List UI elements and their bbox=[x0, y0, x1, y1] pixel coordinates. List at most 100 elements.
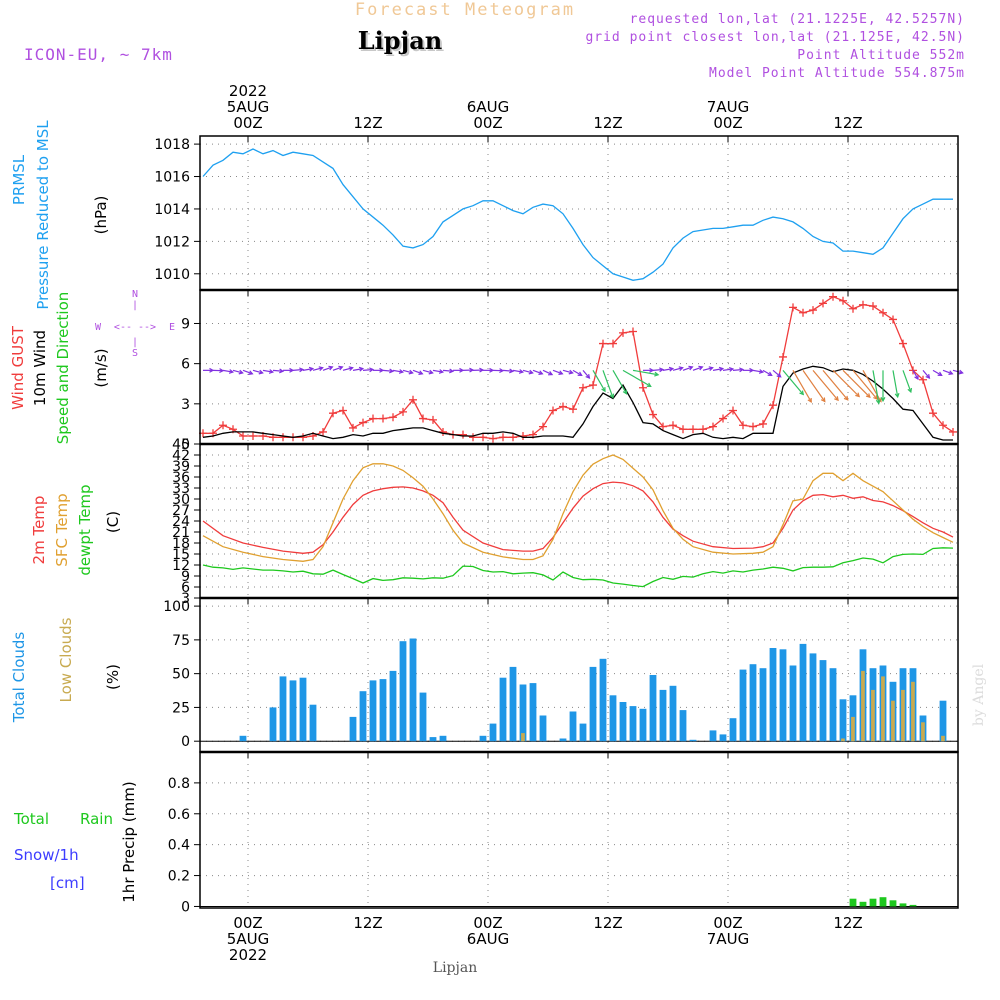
wind-arrow-head bbox=[894, 392, 900, 399]
wind-arrow bbox=[242, 369, 254, 375]
bar-low-clouds bbox=[881, 676, 885, 742]
bar-total-clouds bbox=[269, 707, 277, 742]
bar-total-clouds bbox=[309, 704, 317, 742]
gust-marker bbox=[949, 427, 957, 436]
gust-marker bbox=[249, 431, 257, 440]
wind-arrow bbox=[392, 369, 405, 374]
y-tick-label: 9 bbox=[181, 316, 190, 332]
wind-arrow-shaft bbox=[562, 369, 573, 374]
bar-total-clouds bbox=[769, 648, 777, 742]
wind-arrow-shaft bbox=[322, 366, 333, 371]
bottom-time-label: 5AUG bbox=[227, 930, 269, 948]
wind-arrow-head bbox=[348, 366, 354, 371]
wind-arrow-head bbox=[820, 397, 826, 403]
wind-arrow-head bbox=[509, 368, 515, 374]
wind-arrow-shaft bbox=[402, 369, 413, 374]
wind-arrow bbox=[842, 369, 871, 399]
wind-arrow-shaft bbox=[872, 370, 880, 404]
wind-arrow-head bbox=[843, 395, 849, 401]
wind-arrow-shaft bbox=[682, 366, 693, 371]
bar-total-clouds bbox=[739, 669, 747, 742]
wind-arrow bbox=[552, 369, 564, 375]
gust-marker bbox=[779, 352, 787, 361]
temp-dewpt-label: dewpt Temp bbox=[76, 484, 94, 575]
y-tick-label: 1018 bbox=[154, 137, 190, 153]
bar-low-clouds bbox=[861, 670, 865, 742]
bar-total-clouds bbox=[529, 683, 537, 742]
wind-arrow-shaft bbox=[752, 369, 763, 373]
wind-arrow bbox=[572, 369, 583, 376]
gust-marker bbox=[539, 422, 547, 431]
wind-arrow bbox=[932, 369, 943, 376]
wind-arrow-shaft bbox=[892, 370, 899, 398]
bar-total-clouds bbox=[409, 638, 417, 742]
bottom-time-label: 12Z bbox=[353, 914, 382, 932]
bottom-time-label: 00Z bbox=[713, 914, 742, 932]
gust-marker bbox=[609, 339, 617, 348]
wind-arrow bbox=[732, 367, 745, 373]
series-2m-temp-line bbox=[202, 481, 954, 554]
bar-total-clouds bbox=[629, 706, 637, 742]
bar-total-clouds bbox=[619, 702, 627, 742]
wind-arrow-shaft bbox=[792, 370, 812, 403]
y-tick-label: 6 bbox=[181, 357, 190, 373]
y-tick-label: 0 bbox=[181, 899, 190, 915]
wind-arrow bbox=[592, 370, 606, 393]
wind-arrow bbox=[272, 368, 285, 374]
gust-marker bbox=[319, 427, 327, 436]
wind-arrow bbox=[643, 367, 655, 373]
y-tick-label: 25 bbox=[172, 700, 190, 716]
y-tick-label: 42 bbox=[172, 448, 190, 464]
clouds-panel: Total Clouds Low Clouds (%) bbox=[10, 617, 122, 723]
wind-arrow-shaft bbox=[362, 368, 374, 371]
wind-arrow-head bbox=[459, 367, 465, 373]
gust-marker bbox=[849, 304, 857, 313]
bar-total-clouds bbox=[539, 715, 547, 742]
wind-arrow bbox=[892, 370, 900, 399]
y-tick-label: 24 bbox=[172, 514, 190, 530]
compass-west: W bbox=[95, 322, 102, 333]
bottom-time-label: 00Z bbox=[233, 914, 262, 932]
bar-total-clouds bbox=[239, 735, 247, 742]
wind-arrow-head bbox=[937, 371, 943, 376]
compass-south: S bbox=[132, 348, 138, 359]
bar-total-clouds bbox=[399, 641, 407, 742]
rain-label: Rain bbox=[80, 810, 113, 828]
wind-arrow-shaft bbox=[332, 366, 343, 371]
top-time-label: 12Z bbox=[593, 114, 622, 132]
wind-arrow-shaft bbox=[842, 369, 871, 398]
wind-panel: Wind GUST 10m Wind Speed and Direction (… bbox=[9, 289, 175, 444]
wind-arrow-shaft bbox=[812, 369, 839, 401]
wind-arrow bbox=[342, 366, 354, 371]
gust-marker bbox=[389, 413, 397, 422]
bar-total-clouds bbox=[799, 643, 807, 742]
wind-arrow bbox=[312, 366, 324, 371]
wind-arrow-shaft bbox=[222, 369, 233, 373]
series-sfc-temp-line bbox=[202, 454, 954, 562]
wind-arrow-shaft bbox=[412, 369, 423, 375]
wind-arrow-shaft bbox=[732, 368, 744, 371]
wind-arrow-shaft bbox=[422, 369, 433, 374]
wind-arrow-head bbox=[601, 387, 606, 393]
model-point-altitude: Model Point Altitude 554.875m bbox=[709, 66, 965, 81]
bar-total-clouds bbox=[779, 649, 787, 742]
wind-arrow-shaft bbox=[932, 369, 942, 376]
y-tick-label: 0 bbox=[181, 437, 190, 453]
gust-marker bbox=[629, 327, 637, 336]
bar-total-clouds bbox=[279, 676, 287, 742]
bottom-time-label: 7AUG bbox=[707, 930, 749, 948]
wind-arrow bbox=[232, 369, 244, 375]
wind-arrow-shaft bbox=[252, 369, 263, 374]
bar-low-clouds bbox=[871, 689, 875, 742]
wind-arrow-head bbox=[767, 371, 773, 376]
wind-arrow-shaft bbox=[852, 369, 878, 400]
y-tick-label: 39 bbox=[172, 459, 190, 475]
wind-arrow bbox=[622, 369, 652, 387]
wind-arrow-shaft bbox=[542, 369, 553, 376]
gust-marker bbox=[899, 339, 907, 348]
bar-total-clouds bbox=[749, 664, 757, 742]
bar-low-clouds bbox=[891, 700, 895, 742]
wind-arrow-shaft bbox=[762, 369, 772, 376]
wind-arrow-shaft bbox=[352, 368, 363, 371]
